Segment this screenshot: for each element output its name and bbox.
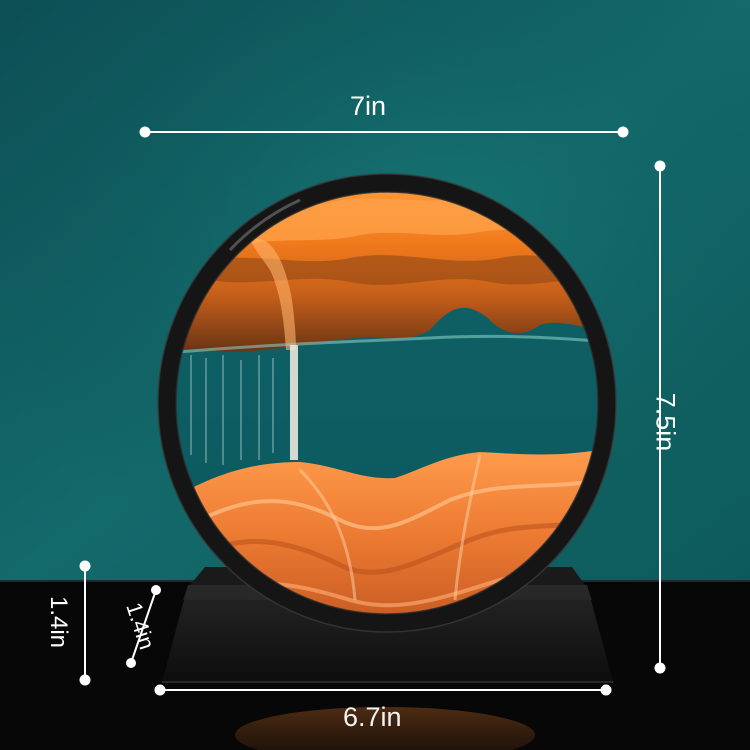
base-depth-dimension-line (130, 589, 157, 664)
base-height-label: 1.4in (45, 595, 72, 649)
sand-stream (290, 345, 298, 460)
base-width-label: 6.7in (343, 702, 402, 732)
dimension-lines (79, 126, 666, 696)
round-frame (158, 174, 616, 632)
frame-reflection (235, 707, 535, 750)
height-label: 7.5in (650, 392, 681, 452)
width-label: 7in (350, 91, 387, 121)
